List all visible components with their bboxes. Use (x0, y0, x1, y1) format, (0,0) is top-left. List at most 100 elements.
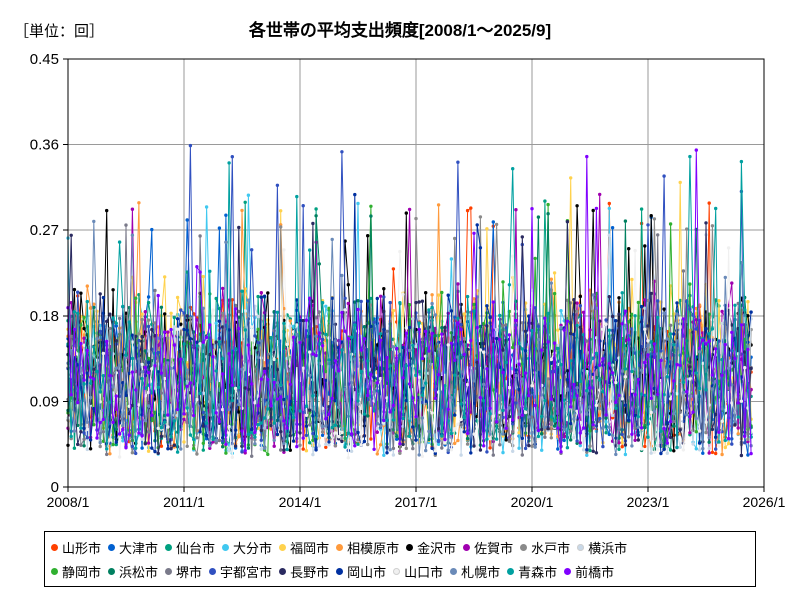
data-point (688, 307, 692, 311)
data-point (627, 418, 631, 422)
data-point (578, 304, 582, 308)
y-tick-label: 0.36 (30, 137, 59, 154)
data-point (256, 294, 260, 299)
x-tick-label: 2011/1 (163, 494, 205, 510)
data-point (659, 358, 663, 363)
data-point (76, 311, 80, 316)
data-point (743, 350, 747, 354)
data-point (556, 328, 560, 332)
data-point (511, 254, 515, 258)
data-point (172, 343, 176, 347)
legend-marker-icon (165, 543, 173, 551)
data-point (378, 376, 383, 381)
data-point (169, 434, 173, 439)
legend-item[interactable]: 岡山市 (336, 562, 386, 581)
legend-item[interactable]: 大分市 (222, 538, 272, 557)
data-point (411, 425, 415, 429)
data-point (275, 418, 280, 423)
legend-item[interactable]: 佐賀市 (463, 538, 513, 557)
data-point (356, 438, 360, 442)
legend-marker-icon (564, 567, 572, 575)
data-point (114, 440, 119, 444)
data-point (333, 339, 338, 343)
data-point (150, 391, 154, 395)
legend-label: 佐賀市 (474, 540, 514, 556)
data-point (643, 306, 647, 310)
data-point (578, 294, 582, 299)
data-point (349, 432, 354, 436)
data-point (195, 436, 199, 440)
data-point (459, 417, 463, 422)
data-point (185, 444, 189, 448)
data-point (188, 316, 193, 320)
data-point (643, 298, 647, 302)
legend-item[interactable]: 金沢市 (406, 538, 456, 557)
legend-item[interactable]: 横浜市 (577, 538, 627, 557)
data-point (224, 240, 228, 244)
data-point (414, 438, 418, 442)
data-point (359, 443, 363, 447)
data-point (556, 447, 560, 451)
data-point (575, 439, 579, 443)
data-point (546, 212, 550, 216)
legend-item[interactable]: 札幌市 (450, 562, 500, 581)
data-point (469, 451, 473, 455)
data-point (723, 445, 727, 450)
data-point (208, 446, 212, 450)
data-point (569, 438, 573, 442)
data-point (478, 395, 483, 400)
data-point (314, 316, 318, 320)
data-point (485, 450, 489, 454)
data-point (192, 446, 196, 451)
data-point (272, 444, 276, 448)
legend-item[interactable]: 静岡市 (51, 562, 101, 581)
data-point (198, 430, 202, 434)
data-point (272, 380, 276, 385)
data-point (285, 342, 289, 347)
legend-item[interactable]: 相模原市 (336, 538, 399, 557)
legend-item[interactable]: 大津市 (108, 538, 158, 557)
legend-item[interactable]: 浜松市 (108, 562, 158, 581)
data-point (198, 342, 202, 346)
data-point (578, 349, 582, 353)
legend-label: 水戸市 (531, 540, 571, 556)
data-point (179, 447, 183, 451)
legend-item[interactable]: 山口市 (393, 562, 443, 581)
data-point (427, 429, 431, 434)
legend-item[interactable]: 青森市 (507, 562, 557, 581)
data-point (227, 407, 231, 412)
data-point (366, 442, 370, 447)
data-point (311, 394, 315, 398)
data-point (504, 323, 508, 327)
data-point (501, 432, 505, 436)
data-point (314, 207, 318, 211)
legend-item[interactable]: 堺市 (165, 562, 202, 581)
data-point (707, 339, 711, 343)
legend-item[interactable]: 水戸市 (520, 538, 570, 557)
data-point (578, 410, 582, 414)
data-point (140, 370, 144, 374)
data-point (649, 451, 653, 455)
data-point (201, 448, 205, 452)
data-point (146, 318, 151, 322)
data-point (517, 446, 521, 450)
data-point (617, 447, 621, 451)
data-point (253, 442, 257, 446)
legend-item[interactable]: 前橋市 (564, 562, 614, 581)
data-point (411, 317, 415, 321)
data-point (88, 306, 93, 310)
data-point (137, 201, 141, 205)
legend-item[interactable]: 福岡市 (279, 538, 329, 557)
legend-item[interactable]: 宇都宮市 (209, 562, 272, 581)
data-point (163, 275, 167, 279)
legend-item[interactable]: 長野市 (279, 562, 329, 581)
data-point (552, 291, 557, 296)
data-point (233, 307, 238, 311)
data-point (105, 447, 109, 451)
legend-item[interactable]: 山形市 (51, 538, 101, 557)
data-point (324, 417, 328, 421)
data-point (701, 338, 705, 342)
data-point (594, 351, 599, 356)
legend-item[interactable]: 仙台市 (165, 538, 215, 557)
data-point (472, 297, 476, 301)
